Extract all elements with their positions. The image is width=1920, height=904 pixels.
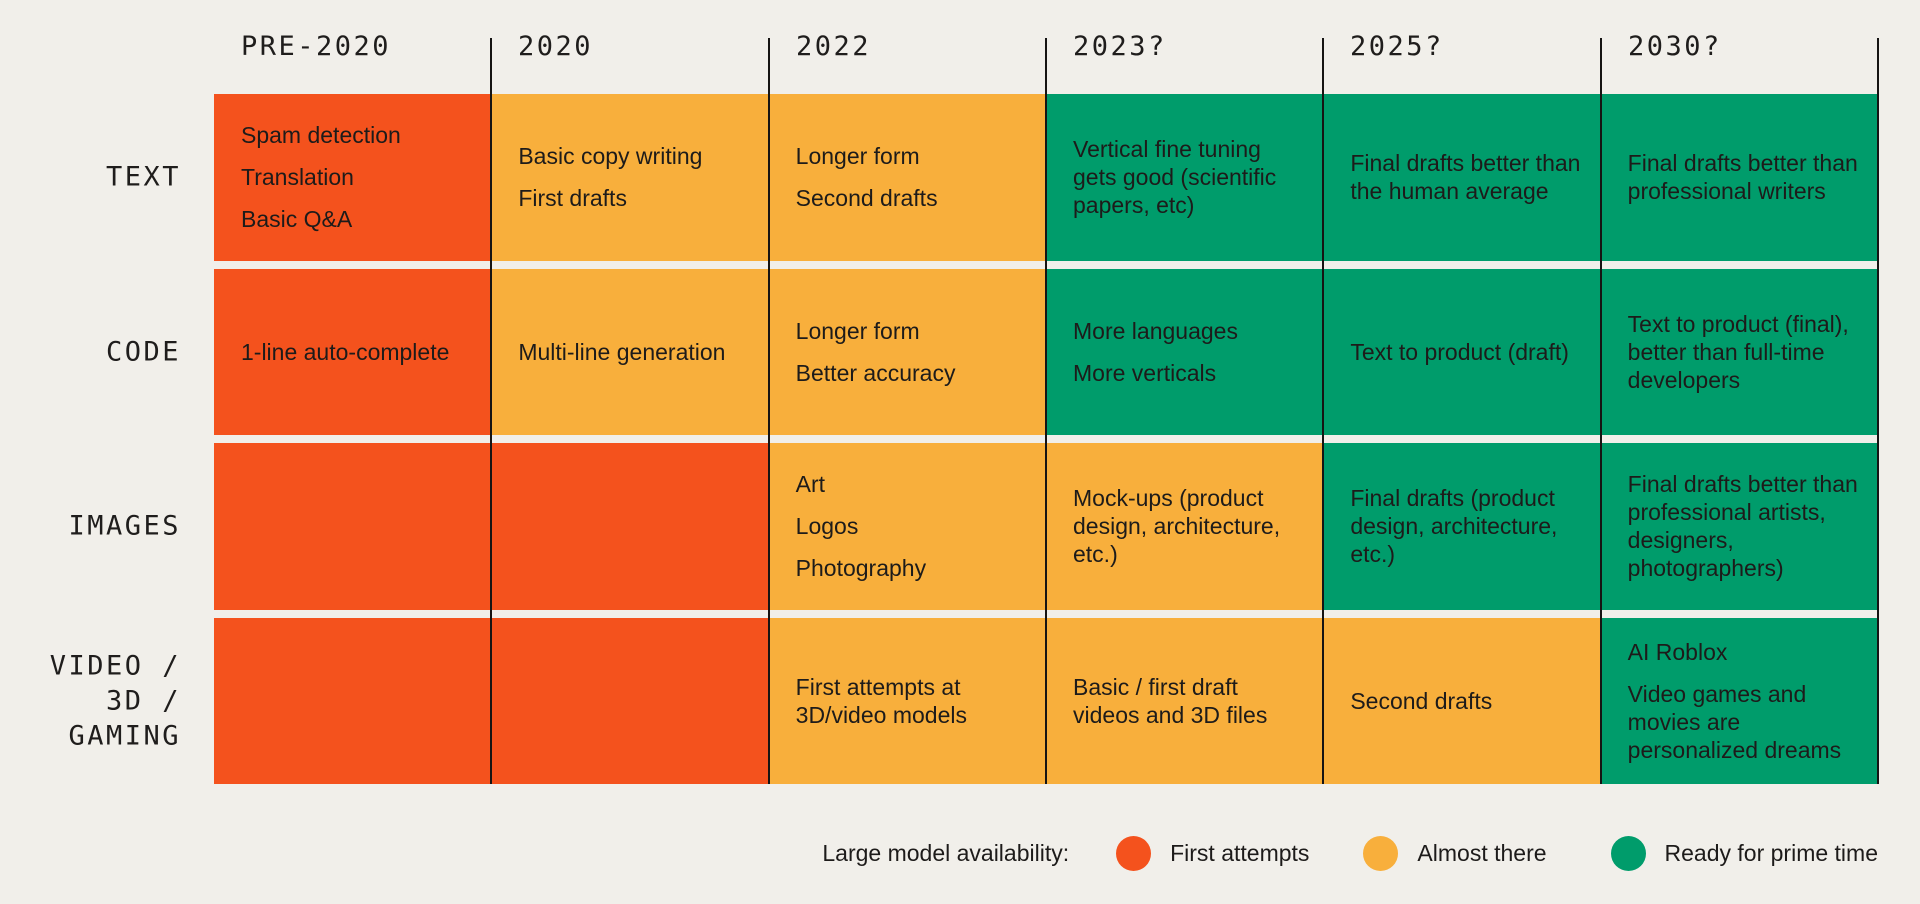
cell-item: Final drafts better than professional wr… (1627, 150, 1858, 205)
matrix-cell: First attempts at 3D/video models (768, 617, 1046, 784)
cell-item: Basic copy writing (518, 143, 703, 170)
capability-grid: Spam detection Translation Basic Q&A Bas… (214, 94, 1878, 784)
matrix-cell: AI Roblox Video games and movies are per… (1600, 617, 1878, 784)
cell-item: Second drafts (1350, 687, 1493, 714)
legend-entry-first-attempts: First attempts (1116, 835, 1310, 871)
cell-item: AI Roblox (1627, 638, 1728, 665)
matrix-cell: Longer form Second drafts (768, 94, 1046, 261)
matrix-cell (214, 443, 492, 610)
row-label-images: IMAGES (68, 510, 181, 542)
matrix-cell: More languages More verticals (1046, 268, 1324, 435)
legend-swatch-first-attempts-icon (1116, 835, 1152, 871)
column-divider-line (1045, 38, 1047, 784)
cell-item: More verticals (1073, 359, 1217, 386)
cell-item: First attempts at 3D/video models (795, 673, 967, 728)
cell-item: Final drafts better than professional ar… (1627, 471, 1858, 582)
column-header-pre-2020: PRE-2020 (241, 31, 392, 62)
legend-entry-ready-for-prime-time: Ready for prime time (1610, 835, 1878, 871)
matrix-cell: Final drafts better than professional ar… (1600, 443, 1878, 610)
matrix-cell: Art Logos Photography (768, 443, 1046, 610)
column-divider-line (490, 38, 492, 784)
legend-swatch-almost-there-icon (1363, 835, 1399, 871)
column-divider-line (768, 38, 770, 784)
legend-entry-almost-there: Almost there (1363, 835, 1547, 871)
matrix-cell: 1-line auto-complete (214, 268, 492, 435)
row-label-text: TEXT (105, 161, 181, 193)
matrix-cell: Final drafts better than professional wr… (1600, 94, 1878, 261)
matrix-cell: Second drafts (1323, 617, 1601, 784)
cell-item: Basic Q&A (241, 206, 353, 233)
matrix-cell: Basic / first draft videos and 3D files (1046, 617, 1324, 784)
column-divider-line (1322, 38, 1324, 784)
matrix-cell: Vertical fine tuning gets good (scientif… (1046, 94, 1324, 261)
column-header-2025: 2025? (1350, 31, 1444, 62)
cell-item: Photography (795, 555, 927, 582)
matrix-cell: Longer form Better accuracy (768, 268, 1046, 435)
matrix-cell (491, 617, 769, 784)
cell-item: Final drafts better than the human avera… (1350, 150, 1581, 205)
column-header-2023: 2023? (1073, 31, 1167, 62)
legend-entry-label: Ready for prime time (1664, 839, 1878, 866)
cell-item: Translation (241, 164, 354, 191)
cell-item: Art (795, 471, 826, 498)
matrix-cell: Final drafts better than the human avera… (1323, 94, 1601, 261)
column-divider-line (1600, 38, 1602, 784)
cell-item: Mock-ups (product design, architecture, … (1073, 485, 1281, 568)
matrix-cell: Spam detection Translation Basic Q&A (214, 94, 492, 261)
matrix-cell (491, 443, 769, 610)
legend-entry-label: Almost there (1417, 839, 1547, 866)
cell-item: Video games and movies are personalized … (1627, 680, 1842, 763)
matrix-cell: Basic copy writing First drafts (491, 94, 769, 261)
matrix-cell (214, 617, 492, 784)
matrix-cell: Mock-ups (product design, architecture, … (1046, 443, 1324, 610)
cell-item: Text to product (final), better than ful… (1627, 310, 1849, 393)
cell-item: First drafts (518, 185, 627, 212)
matrix-cell: Multi-line generation (491, 268, 769, 435)
column-divider-line (1877, 38, 1879, 784)
cell-item: Second drafts (795, 185, 938, 212)
cell-item: More languages (1073, 317, 1238, 344)
cell-item: 1-line auto-complete (241, 338, 450, 365)
cell-item: Final drafts (product design, architectu… (1350, 485, 1558, 568)
matrix-cell: Text to product (final), better than ful… (1600, 268, 1878, 435)
legend-swatch-ready-for-prime-time-icon (1610, 835, 1646, 871)
legend: Large model availability: First attempts… (822, 835, 1878, 871)
cell-item: Basic / first draft videos and 3D files (1073, 673, 1268, 728)
column-header-2022: 2022 (796, 31, 872, 62)
cell-item: Longer form (795, 317, 920, 344)
column-header-2020: 2020 (518, 31, 594, 62)
matrix-cell: Final drafts (product design, architectu… (1323, 443, 1601, 610)
cell-item: Longer form (795, 143, 920, 170)
row-label-code: CODE (105, 336, 181, 368)
legend-title: Large model availability: (822, 839, 1070, 866)
legend-entry-label: First attempts (1170, 839, 1310, 866)
cell-item: Text to product (draft) (1350, 338, 1569, 365)
column-header-2030: 2030? (1628, 31, 1722, 62)
matrix-cell: Text to product (draft) (1323, 268, 1601, 435)
cell-item: Vertical fine tuning gets good (scientif… (1073, 136, 1277, 219)
row-label-video-3d-gaming: VIDEO / 3D / GAMING (49, 650, 181, 752)
cell-item: Multi-line generation (518, 338, 726, 365)
cell-item: Spam detection (241, 122, 401, 149)
cell-item: Better accuracy (795, 359, 956, 386)
cell-item: Logos (795, 513, 859, 540)
